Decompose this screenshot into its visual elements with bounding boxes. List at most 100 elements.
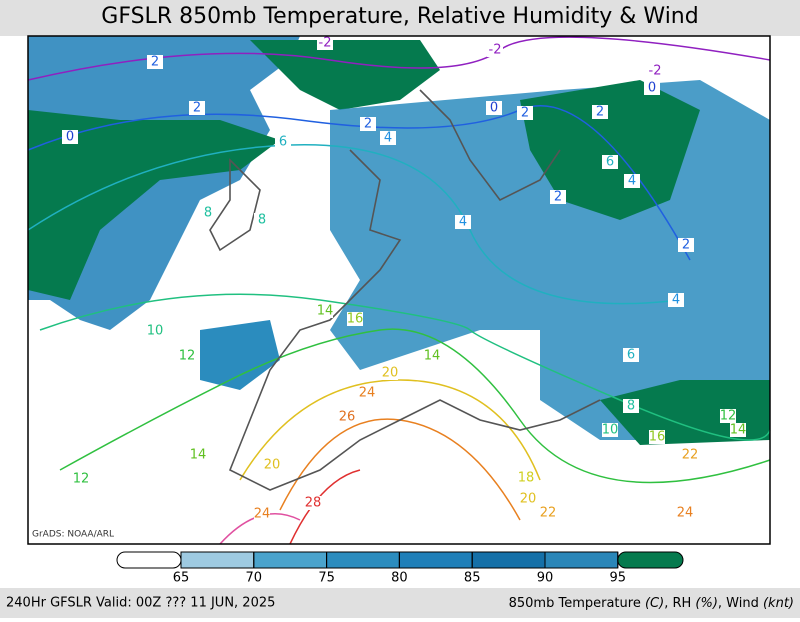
label-box	[317, 36, 333, 50]
colorbar-segment	[471, 551, 546, 569]
humidity-area	[600, 380, 770, 445]
footer-right-part: (C)	[645, 596, 664, 611]
contour-label: -2	[649, 64, 662, 79]
contour-label: 4	[459, 215, 467, 230]
colorbar-label: 85	[464, 571, 481, 586]
colorbar-segment	[116, 551, 182, 569]
contour-label: 22	[540, 506, 557, 521]
label-box	[592, 105, 608, 119]
contour-label: 20	[382, 366, 399, 381]
colorbar-segment	[253, 551, 328, 569]
label-box	[668, 293, 684, 307]
contour-label: 20	[520, 492, 537, 507]
contour-label: 2	[682, 238, 690, 253]
colorbar-label: 90	[537, 571, 554, 586]
label-box	[623, 399, 639, 413]
colorbar-label: 75	[318, 571, 335, 586]
label-box	[200, 206, 216, 220]
map-frame	[27, 35, 771, 545]
colorbar-segment	[180, 551, 255, 569]
label-box	[189, 101, 205, 115]
label-box	[550, 190, 566, 204]
contour-label: 10	[602, 423, 619, 438]
colorbar-label: 95	[610, 571, 627, 586]
label-box	[264, 458, 280, 472]
contour-label: 10	[147, 324, 164, 339]
label-box	[517, 106, 533, 120]
label-box	[254, 213, 270, 227]
label-box	[190, 448, 206, 462]
contour-label: 26	[339, 410, 356, 425]
humidity-area	[200, 320, 280, 390]
label-box	[360, 117, 376, 131]
contour-label: 2	[554, 190, 562, 205]
contour-label: 24	[359, 386, 376, 401]
contour-label: 0	[648, 81, 656, 96]
label-box	[317, 304, 333, 318]
label-box	[678, 238, 694, 252]
contour-label: 4	[628, 174, 636, 189]
label-box	[455, 215, 471, 229]
contour-label: 2	[193, 101, 201, 116]
footer-right-part: 850mb Temperature	[509, 596, 645, 611]
label-box	[73, 472, 89, 486]
label-box	[623, 348, 639, 362]
colorbar-segment	[617, 551, 684, 569]
humidity-area	[520, 80, 700, 220]
footer-right-part: (knt)	[763, 596, 794, 611]
contour-label: 16	[347, 312, 364, 327]
label-box	[359, 386, 375, 400]
colorbar-label: 70	[246, 571, 263, 586]
label-box	[644, 81, 660, 95]
label-box	[730, 423, 746, 437]
footer-left: 240Hr GFSLR Valid: 00Z ??? 11 JUN, 2025	[6, 596, 275, 611]
contour-label: 2	[364, 117, 372, 132]
label-box	[624, 174, 640, 188]
contour-label: 8	[258, 213, 266, 228]
label-box	[487, 43, 503, 57]
contour-label: 8	[204, 206, 212, 221]
label-box	[649, 430, 665, 444]
label-box	[682, 448, 698, 462]
label-box	[602, 423, 618, 437]
contour-label: 2	[596, 105, 604, 120]
label-box	[677, 506, 693, 520]
colorbar-segment	[544, 551, 619, 569]
contour-label: 24	[254, 507, 271, 522]
humidity-area	[28, 110, 280, 300]
label-box	[62, 130, 78, 144]
label-box	[518, 471, 534, 485]
contour-label: 6	[279, 135, 287, 150]
contour-label: 16	[649, 430, 666, 445]
label-box	[347, 312, 363, 326]
colorbar-segment	[398, 551, 473, 569]
contour-label: 20	[264, 458, 281, 473]
colorbar-segment	[326, 551, 400, 569]
footer-bar	[0, 588, 800, 618]
contour-label: 6	[627, 348, 635, 363]
credit: GrADS: NOAA/ARL	[32, 530, 114, 540]
label-box	[486, 101, 502, 115]
label-box	[520, 492, 536, 506]
contour-label: -2	[319, 36, 332, 51]
label-box	[720, 409, 736, 423]
label-box	[339, 410, 355, 424]
label-box	[147, 55, 163, 69]
footer-right-part: (%)	[695, 596, 718, 611]
humidity-area	[250, 40, 440, 110]
humidity-area	[28, 36, 300, 330]
contour-label: 4	[672, 293, 680, 308]
contour-label: 2	[151, 55, 159, 70]
contour-label: 4	[384, 131, 392, 146]
colorbar-label: 65	[173, 571, 190, 586]
contour-label: 14	[317, 304, 334, 319]
label-box	[424, 349, 440, 363]
contour-label: 14	[190, 448, 207, 463]
contour-label: 22	[682, 448, 699, 463]
contour-label: -2	[489, 43, 502, 58]
contour-label: 12	[73, 472, 90, 487]
label-box	[147, 324, 163, 338]
